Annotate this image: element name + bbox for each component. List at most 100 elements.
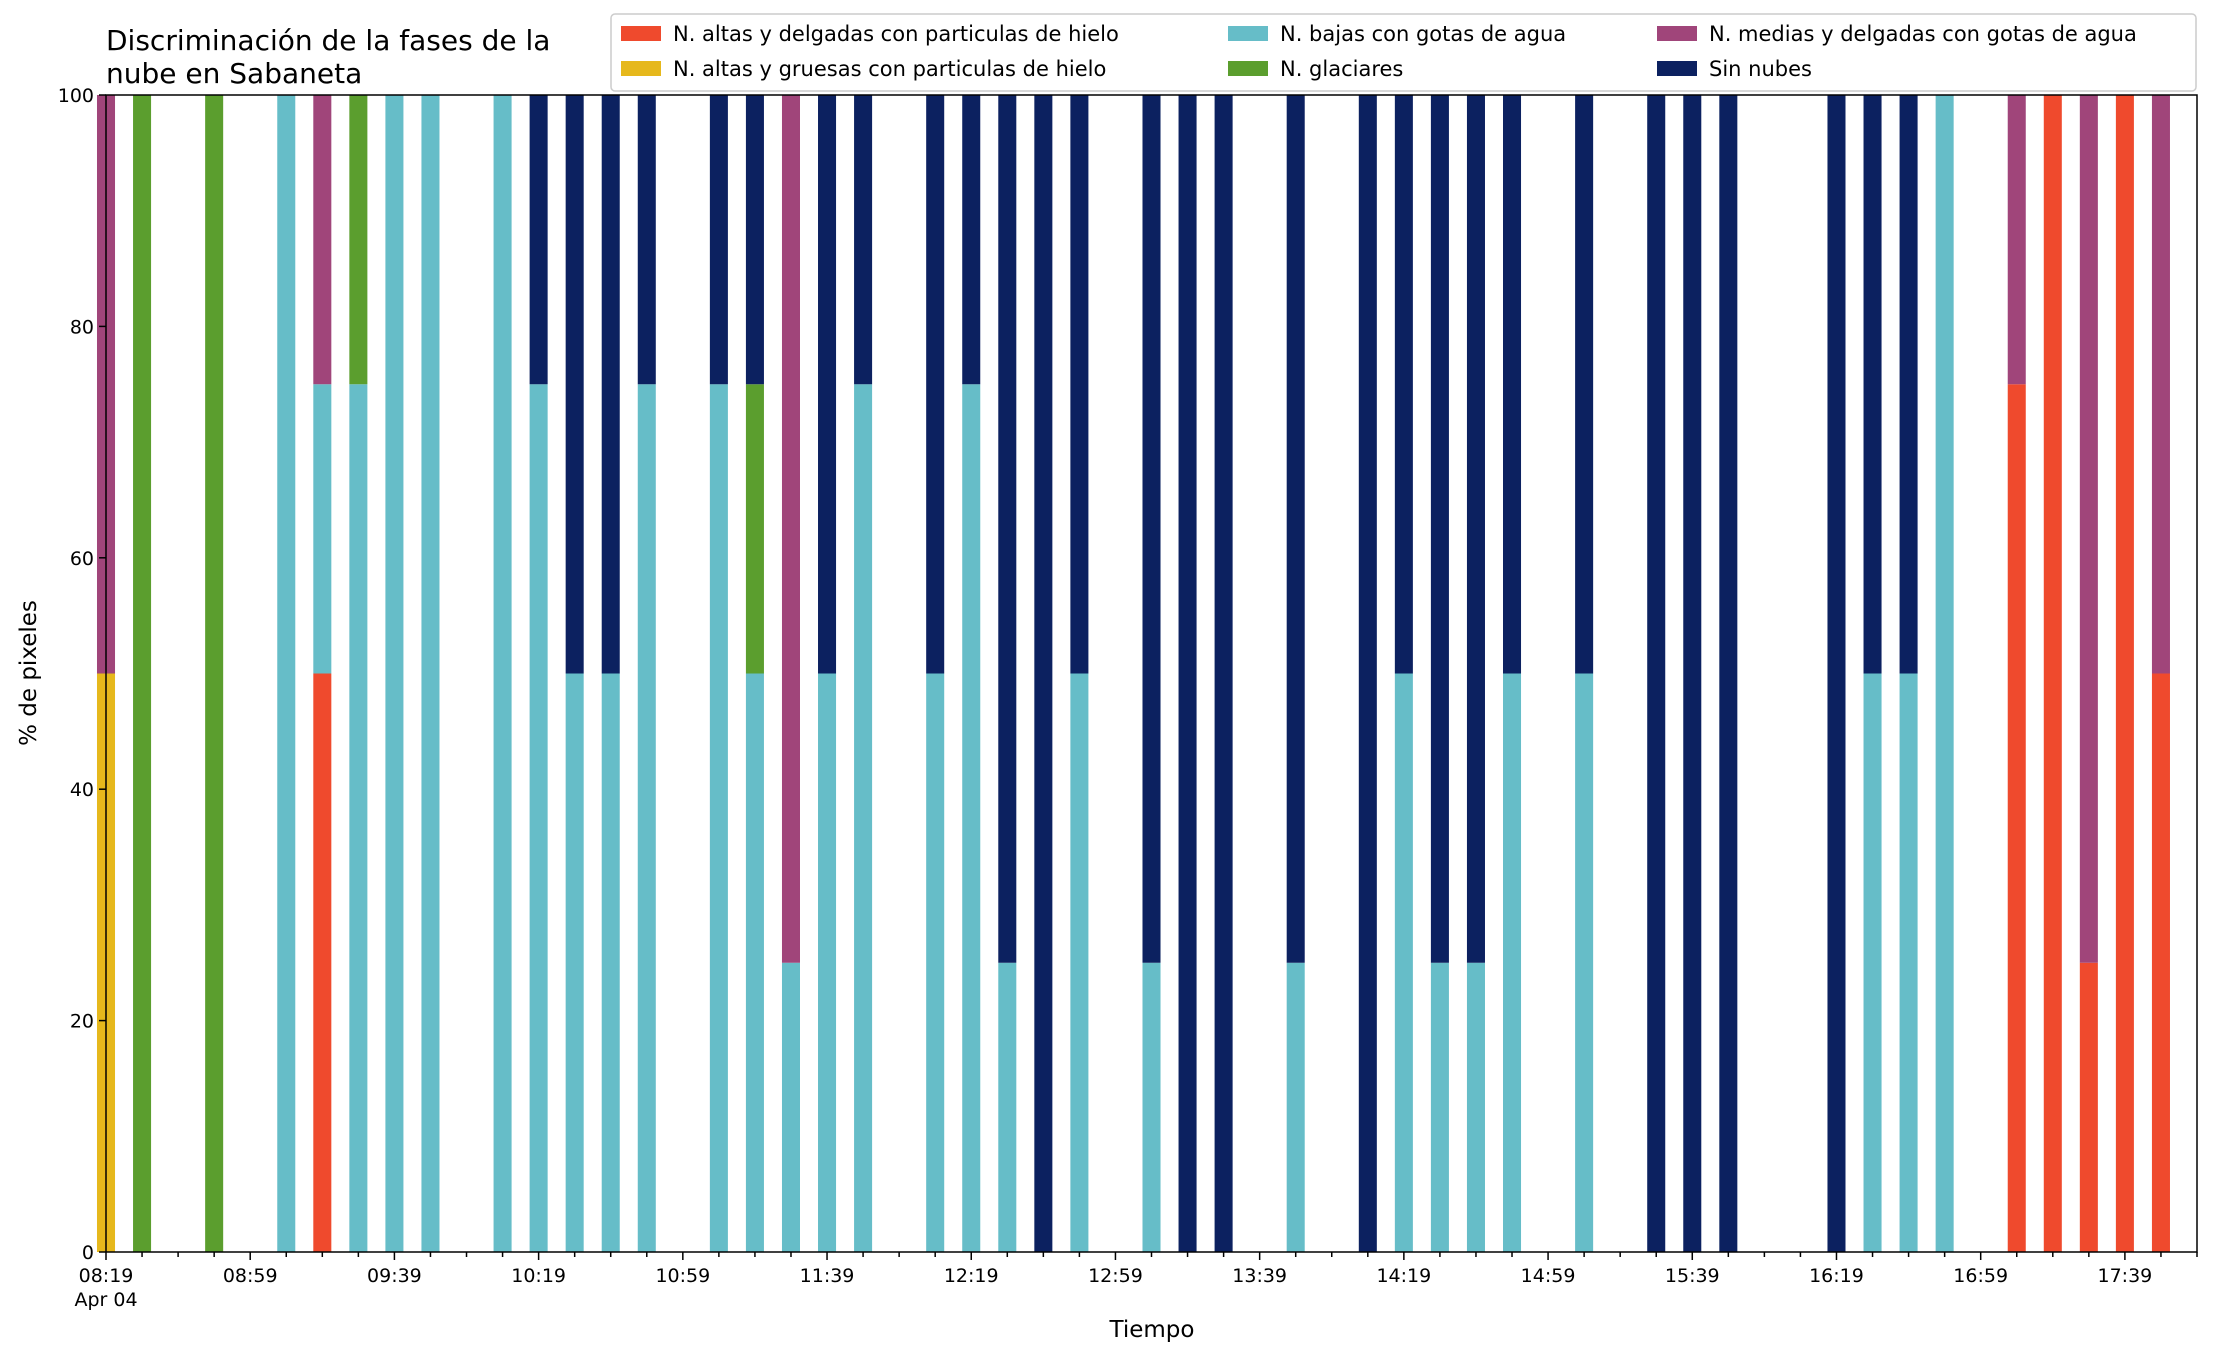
bar-segment <box>2043 95 2062 1252</box>
bar-segment <box>2115 95 2134 1252</box>
x-tick-label: 10:19 <box>511 1265 566 1287</box>
bar-segment <box>1430 95 1449 963</box>
legend-label: N. altas y delgadas con particulas de hi… <box>673 22 1119 46</box>
bar-segment <box>601 673 620 1252</box>
y-tick-label: 20 <box>70 1011 94 1033</box>
bar-segment <box>2079 962 2098 1252</box>
bar-segment <box>385 95 404 1252</box>
legend-swatch <box>1657 26 1697 41</box>
bar-segment <box>998 962 1017 1252</box>
legend-swatch <box>621 61 661 76</box>
x-date-label: Apr 04 <box>74 1289 137 1311</box>
x-tick-label: 12:59 <box>1088 1265 1143 1287</box>
chart-title-line-2: nube en Sabaneta <box>106 57 362 90</box>
bar-segment <box>1719 95 1738 1252</box>
bar-segment <box>2079 95 2098 963</box>
bar-segment <box>1683 95 1702 1252</box>
legend-swatch <box>1228 26 1268 41</box>
bar-segment <box>854 95 873 385</box>
x-tick-label: 17:39 <box>2098 1265 2153 1287</box>
bar-segment <box>1863 95 1882 674</box>
x-tick-label: 11:39 <box>800 1265 855 1287</box>
bar-segment <box>1034 95 1053 1252</box>
x-tick-label: 16:19 <box>1809 1265 1864 1287</box>
bar-segment <box>781 95 800 963</box>
bar-segment <box>313 95 332 385</box>
legend: N. altas y delgadas con particulas de hi… <box>610 13 2197 92</box>
bar-segment <box>1142 95 1161 963</box>
bar-segment <box>745 95 764 385</box>
bar-segment <box>601 95 620 674</box>
bar-segment <box>421 95 440 1252</box>
bar-segment <box>277 95 296 1252</box>
y-axis-title: % de pixeles <box>16 600 42 746</box>
bar-segment <box>493 95 512 1252</box>
bar-segment <box>1647 95 1666 1252</box>
legend-label: N. glaciares <box>1280 57 1403 81</box>
x-tick-label: 10:59 <box>655 1265 710 1287</box>
bar-segment <box>709 95 728 385</box>
plot-frame <box>105 94 2198 1253</box>
bar-segment <box>1070 95 1089 674</box>
y-tick-label: 40 <box>70 779 94 801</box>
legend-label: Sin nubes <box>1709 57 1812 81</box>
bar-segment <box>529 95 548 385</box>
legend-label: N. medias y delgadas con gotas de agua <box>1709 22 2137 46</box>
bar-segment <box>962 95 981 385</box>
bar-segment <box>1466 95 1485 963</box>
bar-segment <box>1070 673 1089 1252</box>
bar-segment <box>565 673 584 1252</box>
bar-segment <box>2151 673 2170 1252</box>
x-tick-label: 14:59 <box>1521 1265 1576 1287</box>
bar-segment <box>1394 95 1413 674</box>
bar-segment <box>2007 95 2026 385</box>
x-tick-label: 13:39 <box>1232 1265 1287 1287</box>
bar-segment <box>1899 95 1918 674</box>
bar-segment <box>1286 962 1305 1252</box>
bar-segment <box>133 95 152 1252</box>
bar-segment <box>745 673 764 1252</box>
y-axis: 0 20 40 60 80 100 <box>58 85 106 1264</box>
x-axis-title: Tiempo <box>1109 1317 1195 1343</box>
bar-segment <box>1466 962 1485 1252</box>
x-tick-label: 15:39 <box>1665 1265 1720 1287</box>
y-tick-label: 60 <box>70 548 94 570</box>
bar-segment <box>962 384 981 1252</box>
x-tick-label: 08:59 <box>223 1265 278 1287</box>
bar-segment <box>1358 95 1377 1252</box>
legend-swatch <box>621 26 661 41</box>
x-tick-label: 08:19 <box>79 1265 134 1287</box>
y-tick-label: 80 <box>70 316 94 338</box>
legend-frame <box>610 13 2197 92</box>
bar-segment <box>1286 95 1305 963</box>
bar-segment <box>998 95 1017 963</box>
bar-segment <box>1503 95 1522 674</box>
bar-segment <box>2151 95 2170 674</box>
bar-segment <box>854 384 873 1252</box>
bar-segment <box>709 384 728 1252</box>
bar-segment <box>349 384 368 1252</box>
bar-segment <box>1430 962 1449 1252</box>
bar-segment <box>1394 673 1413 1252</box>
bar-segment <box>1827 95 1846 1252</box>
bar-segment <box>2007 384 2026 1252</box>
bar-segment <box>818 673 837 1252</box>
x-axis: 08:19 08:59 09:39 10:19 10:59 11:39 12:19 12:59… <box>74 1252 2198 1311</box>
bar-segment <box>1863 673 1882 1252</box>
legend-label: N. bajas con gotas de agua <box>1280 22 1566 46</box>
bar-segment <box>1899 673 1918 1252</box>
bar-segment <box>1935 95 1954 1252</box>
legend-swatch <box>1228 61 1268 76</box>
bar-segment <box>349 95 368 385</box>
bars-layer <box>96 95 2170 1252</box>
bar-segment <box>926 95 945 674</box>
bar-segment <box>1503 673 1522 1252</box>
bar-segment <box>1575 673 1594 1252</box>
bar-segment <box>313 673 332 1252</box>
y-tick-label: 0 <box>82 1242 94 1264</box>
bar-segment <box>205 95 224 1252</box>
bar-segment <box>1214 95 1233 1252</box>
x-tick-label: 14:19 <box>1376 1265 1431 1287</box>
